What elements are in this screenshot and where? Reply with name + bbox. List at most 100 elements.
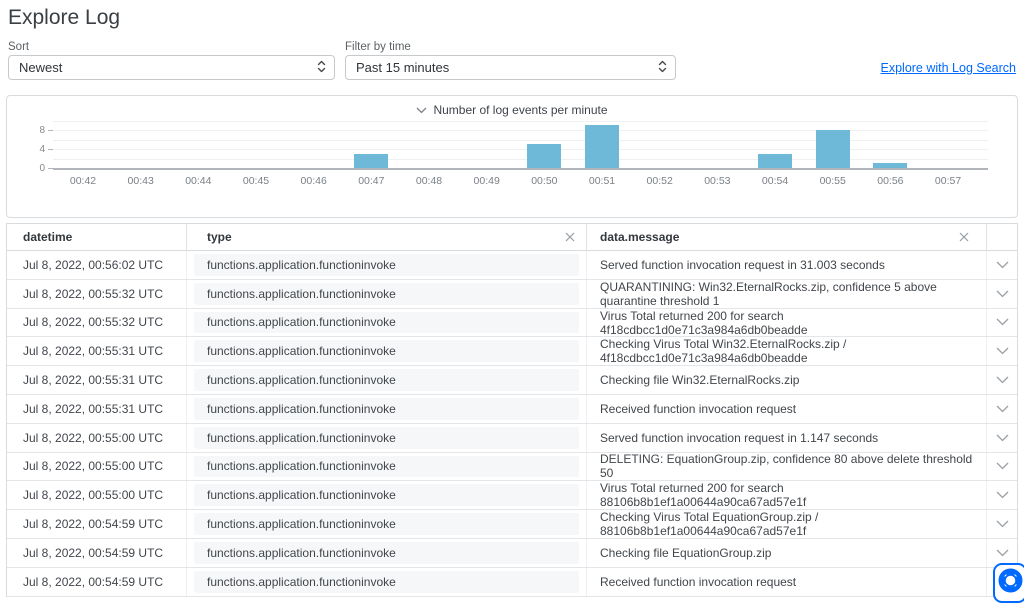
- expand-row-button[interactable]: [986, 308, 1017, 337]
- log-type-cell: functions.application.functioninvoke: [186, 452, 586, 481]
- expand-row-button[interactable]: [986, 538, 1017, 567]
- clear-message-filter-button[interactable]: [959, 232, 969, 242]
- x-tick-label: 00:48: [415, 175, 443, 187]
- chevron-down-icon: [996, 463, 1008, 470]
- log-message: Checking Virus Total Win32.EternalRocks.…: [586, 337, 986, 365]
- sort-select-value: Newest: [19, 60, 63, 75]
- expand-row-button[interactable]: [986, 481, 1017, 510]
- log-datetime: Jul 8, 2022, 00:55:31 UTC: [23, 373, 164, 388]
- chevron-down-icon: [996, 520, 1008, 528]
- log-row[interactable]: Jul 8, 2022, 00:55:00 UTC functions.appl…: [7, 452, 1017, 482]
- support-beacon-button[interactable]: [993, 563, 1024, 603]
- log-row[interactable]: Jul 8, 2022, 00:54:59 UTC functions.appl…: [7, 538, 1017, 568]
- column-header-label: datetime: [23, 230, 73, 244]
- y-tick-mark: [48, 149, 53, 150]
- log-events-chart-panel: Number of log events per minute 0 4 8 00:42…: [6, 95, 1018, 218]
- log-row[interactable]: Jul 8, 2022, 00:55:32 UTC functions.appl…: [7, 280, 1017, 309]
- log-row[interactable]: Jul 8, 2022, 00:56:02 UTC functions.appl…: [7, 251, 1017, 280]
- chevron-down-icon: [996, 434, 1008, 442]
- log-type: functions.application.functioninvoke: [194, 340, 579, 363]
- log-type-cell: functions.application.functioninvoke: [186, 394, 586, 423]
- log-message: Checking Virus Total EquationGroup.zip /…: [586, 510, 986, 538]
- column-header-label: data.message: [600, 230, 680, 244]
- log-datetime: Jul 8, 2022, 00:55:00 UTC: [23, 459, 164, 474]
- log-row[interactable]: Jul 8, 2022, 00:55:31 UTC functions.appl…: [7, 394, 1017, 424]
- explore-log-search-link[interactable]: Explore with Log Search: [880, 61, 1017, 75]
- log-type-cell: functions.application.functioninvoke: [186, 337, 586, 366]
- log-type-cell: functions.application.functioninvoke: [186, 423, 586, 452]
- log-message: Checking file Win32.EternalRocks.zip: [586, 366, 986, 394]
- log-datetime: Jul 8, 2022, 00:55:00 UTC: [23, 488, 164, 503]
- x-tick-label: 00:56: [877, 175, 904, 187]
- log-table-body: Jul 8, 2022, 00:56:02 UTC functions.appl…: [7, 251, 1017, 597]
- chart-plot: 0 4 8 00:42 00:43 00:44 00:45 00:46 00:47 00:48 00…: [7, 96, 1017, 217]
- x-tick-label: 00:49: [473, 175, 500, 187]
- log-message: DELETING: EquationGroup.zip, confidence …: [586, 452, 986, 480]
- log-type: functions.application.functioninvoke: [194, 282, 579, 305]
- column-header-type: type: [186, 224, 586, 250]
- chart-title: Number of log events per minute: [433, 103, 608, 117]
- x-tick-label: 00:52: [646, 175, 673, 187]
- log-type-cell: functions.application.functioninvoke: [186, 251, 586, 279]
- sort-select[interactable]: Newest: [8, 55, 335, 80]
- chevron-down-icon: [416, 107, 427, 113]
- time-filter-value: Past 15 minutes: [356, 60, 450, 75]
- bar: [527, 144, 562, 168]
- column-header-expand: [986, 224, 1017, 250]
- log-type: functions.application.functioninvoke: [194, 397, 579, 420]
- expand-row-button[interactable]: [986, 337, 1017, 366]
- expand-row-button[interactable]: [986, 251, 1017, 279]
- log-table: datetime type data.message Jul 8, 2022, …: [6, 223, 1018, 597]
- chevron-down-icon: [996, 491, 1008, 499]
- expand-row-button[interactable]: [986, 366, 1017, 394]
- stepper-icon: [317, 60, 326, 76]
- chevron-down-icon: [996, 347, 1008, 355]
- log-row[interactable]: Jul 8, 2022, 00:55:31 UTC functions.appl…: [7, 366, 1017, 395]
- close-icon: [959, 232, 969, 242]
- log-type: functions.application.functioninvoke: [194, 426, 579, 449]
- log-type-cell: functions.application.functioninvoke: [186, 308, 586, 337]
- log-type: functions.application.functioninvoke: [194, 541, 579, 564]
- log-row[interactable]: Jul 8, 2022, 00:55:31 UTC functions.appl…: [7, 337, 1017, 367]
- log-row[interactable]: Jul 8, 2022, 00:54:59 UTC functions.appl…: [7, 567, 1017, 597]
- time-filter-label: Filter by time: [345, 41, 411, 53]
- gridline: [53, 120, 988, 122]
- log-datetime: Jul 8, 2022, 00:54:59 UTC: [23, 574, 164, 589]
- log-type-cell: functions.application.functioninvoke: [186, 481, 586, 510]
- stepper-icon: [658, 60, 667, 76]
- clear-type-filter-button[interactable]: [565, 232, 575, 242]
- x-tick-label: 00:57: [934, 175, 962, 187]
- bar: [354, 153, 389, 168]
- x-tick-label: 00:42: [69, 175, 97, 187]
- expand-row-button[interactable]: [986, 279, 1017, 308]
- bar: [815, 130, 850, 168]
- x-tick-label: 00:50: [531, 175, 558, 187]
- log-type-cell: functions.application.functioninvoke: [186, 510, 586, 538]
- chart-collapse-toggle[interactable]: Number of log events per minute: [7, 103, 1017, 117]
- log-type: functions.application.functioninvoke: [194, 570, 579, 593]
- log-datetime: Jul 8, 2022, 00:55:31 UTC: [23, 344, 164, 359]
- expand-row-button[interactable]: [986, 423, 1017, 452]
- log-message: Served function invocation request in 31…: [586, 251, 986, 279]
- close-icon: [565, 232, 575, 242]
- log-type-cell: functions.application.functioninvoke: [186, 538, 586, 567]
- lifebuoy-icon: [998, 568, 1022, 593]
- log-row[interactable]: Jul 8, 2022, 00:55:00 UTC functions.appl…: [7, 481, 1017, 511]
- gridline: [53, 139, 988, 141]
- expand-row-button[interactable]: [986, 452, 1017, 481]
- log-message: Received function invocation request: [586, 567, 986, 596]
- chevron-down-icon: [996, 405, 1008, 413]
- log-type: functions.application.functioninvoke: [194, 513, 579, 535]
- log-message: QUARANTINING: Win32.EternalRocks.zip, co…: [586, 280, 986, 308]
- expand-row-button[interactable]: [986, 510, 1017, 538]
- log-row[interactable]: Jul 8, 2022, 00:55:32 UTC functions.appl…: [7, 309, 1017, 338]
- time-filter-select[interactable]: Past 15 minutes: [345, 55, 676, 80]
- log-row[interactable]: Jul 8, 2022, 00:54:59 UTC functions.appl…: [7, 510, 1017, 539]
- gridline: [53, 149, 988, 150]
- expand-row-button[interactable]: [986, 394, 1017, 423]
- log-message: Checking file EquationGroup.zip: [586, 538, 986, 567]
- log-datetime: Jul 8, 2022, 00:54:59 UTC: [23, 545, 164, 560]
- x-tick-label: 00:53: [704, 175, 731, 187]
- chevron-down-icon: [996, 290, 1008, 298]
- log-row[interactable]: Jul 8, 2022, 00:55:00 UTC functions.appl…: [7, 423, 1017, 453]
